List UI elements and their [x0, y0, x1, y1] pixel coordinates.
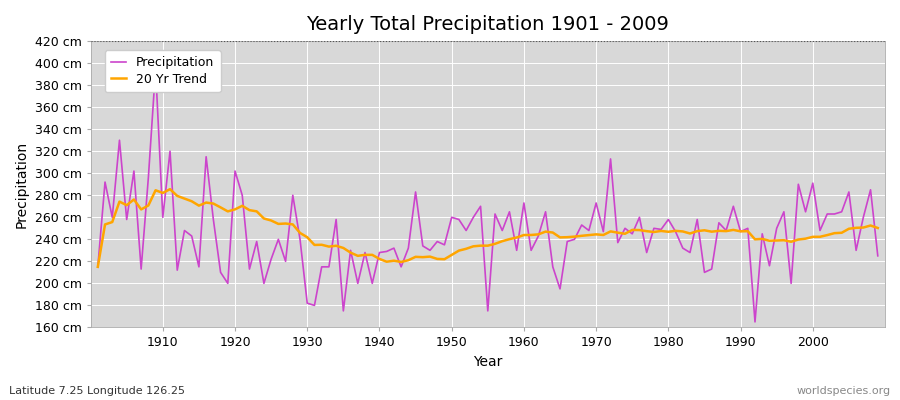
20 Yr Trend [165, 187, 176, 192]
Text: worldspecies.org: worldspecies.org [796, 386, 891, 396]
Precipitation [150, 66, 161, 71]
20 Yr Trend [518, 233, 529, 238]
Text: Latitude 7.25 Longitude 126.25: Latitude 7.25 Longitude 126.25 [9, 386, 185, 396]
20 Yr Trend [526, 232, 536, 237]
Precipitation [526, 248, 536, 253]
Precipitation [93, 264, 104, 269]
20 Yr Trend [612, 230, 623, 235]
20 Yr Trend [872, 226, 883, 230]
Precipitation [518, 200, 529, 205]
Y-axis label: Precipitation: Precipitation [15, 141, 29, 228]
X-axis label: Year: Year [473, 355, 502, 369]
Precipitation [158, 215, 168, 220]
Precipitation [612, 240, 623, 245]
Precipitation [750, 320, 760, 324]
Precipitation [872, 254, 883, 258]
20 Yr Trend [316, 242, 327, 247]
20 Yr Trend [150, 188, 161, 193]
20 Yr Trend [360, 252, 371, 257]
20 Yr Trend [93, 264, 104, 269]
Precipitation [316, 264, 327, 269]
Legend: Precipitation, 20 Yr Trend: Precipitation, 20 Yr Trend [104, 50, 220, 92]
Line: Precipitation: Precipitation [98, 69, 878, 322]
Line: 20 Yr Trend: 20 Yr Trend [98, 189, 878, 267]
Precipitation [360, 250, 371, 255]
Title: Yearly Total Precipitation 1901 - 2009: Yearly Total Precipitation 1901 - 2009 [306, 15, 670, 34]
